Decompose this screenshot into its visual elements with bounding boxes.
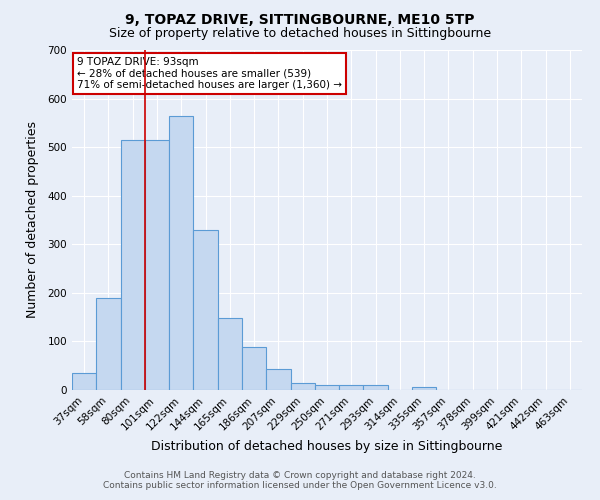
Bar: [218, 318, 242, 390]
Text: Size of property relative to detached houses in Sittingbourne: Size of property relative to detached ho…: [109, 28, 491, 40]
Bar: [145, 140, 169, 390]
Bar: [266, 369, 290, 390]
Bar: [412, 386, 436, 390]
X-axis label: Distribution of detached houses by size in Sittingbourne: Distribution of detached houses by size …: [151, 440, 503, 453]
Bar: [242, 348, 266, 390]
Y-axis label: Number of detached properties: Number of detached properties: [26, 122, 39, 318]
Bar: [121, 140, 145, 390]
Bar: [339, 385, 364, 390]
Text: 9 TOPAZ DRIVE: 93sqm
← 28% of detached houses are smaller (539)
71% of semi-deta: 9 TOPAZ DRIVE: 93sqm ← 28% of detached h…: [77, 57, 342, 90]
Bar: [96, 298, 121, 390]
Text: 9, TOPAZ DRIVE, SITTINGBOURNE, ME10 5TP: 9, TOPAZ DRIVE, SITTINGBOURNE, ME10 5TP: [125, 12, 475, 26]
Bar: [290, 382, 315, 390]
Bar: [315, 385, 339, 390]
Bar: [364, 385, 388, 390]
Bar: [169, 116, 193, 390]
Bar: [193, 230, 218, 390]
Text: Contains HM Land Registry data © Crown copyright and database right 2024.
Contai: Contains HM Land Registry data © Crown c…: [103, 470, 497, 490]
Bar: [72, 373, 96, 390]
